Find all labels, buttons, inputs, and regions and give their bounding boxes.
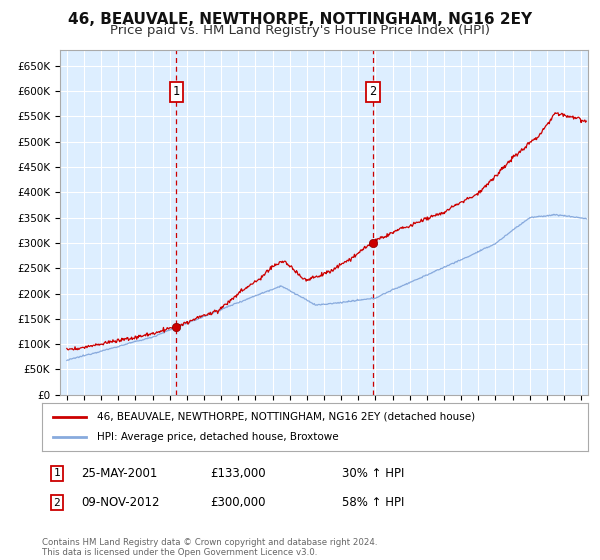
Text: HPI: Average price, detached house, Broxtowe: HPI: Average price, detached house, Brox… bbox=[97, 432, 338, 442]
Text: 1: 1 bbox=[173, 86, 180, 99]
Text: £133,000: £133,000 bbox=[210, 466, 266, 480]
Text: 09-NOV-2012: 09-NOV-2012 bbox=[81, 496, 160, 510]
Text: 46, BEAUVALE, NEWTHORPE, NOTTINGHAM, NG16 2EY (detached house): 46, BEAUVALE, NEWTHORPE, NOTTINGHAM, NG1… bbox=[97, 412, 475, 422]
Text: 30% ↑ HPI: 30% ↑ HPI bbox=[342, 466, 404, 480]
Text: Contains HM Land Registry data © Crown copyright and database right 2024.
This d: Contains HM Land Registry data © Crown c… bbox=[42, 538, 377, 557]
Text: 58% ↑ HPI: 58% ↑ HPI bbox=[342, 496, 404, 510]
Text: 46, BEAUVALE, NEWTHORPE, NOTTINGHAM, NG16 2EY: 46, BEAUVALE, NEWTHORPE, NOTTINGHAM, NG1… bbox=[68, 12, 532, 27]
Text: Price paid vs. HM Land Registry's House Price Index (HPI): Price paid vs. HM Land Registry's House … bbox=[110, 24, 490, 36]
Text: £300,000: £300,000 bbox=[210, 496, 265, 510]
Text: 2: 2 bbox=[53, 498, 61, 508]
Text: 25-MAY-2001: 25-MAY-2001 bbox=[81, 466, 157, 480]
Text: 1: 1 bbox=[53, 468, 61, 478]
Text: 2: 2 bbox=[370, 86, 377, 99]
